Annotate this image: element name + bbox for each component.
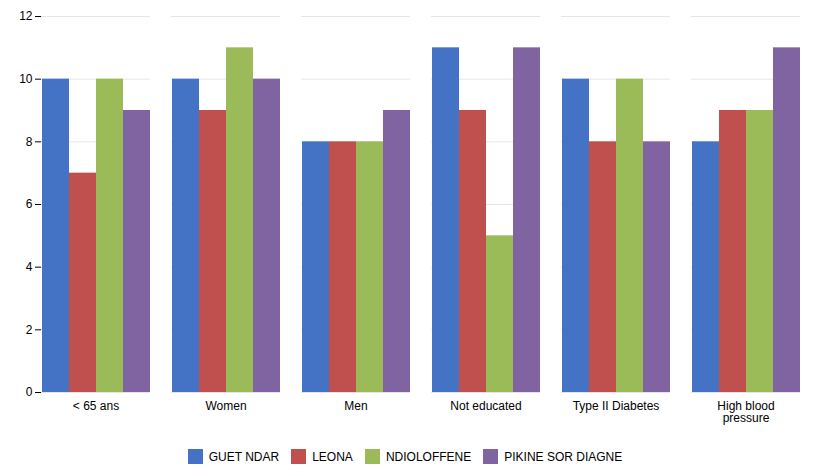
svg-text:Men: Men xyxy=(344,399,367,413)
svg-text:< 65 ans: < 65 ans xyxy=(73,399,119,413)
svg-text:High bloodpressure: High bloodpressure xyxy=(717,399,774,425)
svg-text:0: 0 xyxy=(26,385,33,399)
svg-text:Not educated: Not educated xyxy=(450,399,521,413)
svg-text:10: 10 xyxy=(19,72,33,86)
html-text:PIKINE SOR DIAGNE: PIKINE SOR DIAGNE xyxy=(504,449,623,464)
svg-text:8: 8 xyxy=(26,135,33,149)
svg-text:Type II Diabetes: Type II Diabetes xyxy=(573,399,660,413)
svg-text:12: 12 xyxy=(19,9,33,23)
svg-text:6: 6 xyxy=(26,197,33,211)
html-text:NDIOLOFFENE: NDIOLOFFENE xyxy=(385,449,472,464)
svg-text:Women: Women xyxy=(205,399,246,413)
html-text:GUET NDAR: GUET NDAR xyxy=(208,449,280,464)
svg-text:4: 4 xyxy=(26,260,33,274)
html-text:LEONA: LEONA xyxy=(312,449,353,464)
svg-text:2: 2 xyxy=(26,323,33,337)
